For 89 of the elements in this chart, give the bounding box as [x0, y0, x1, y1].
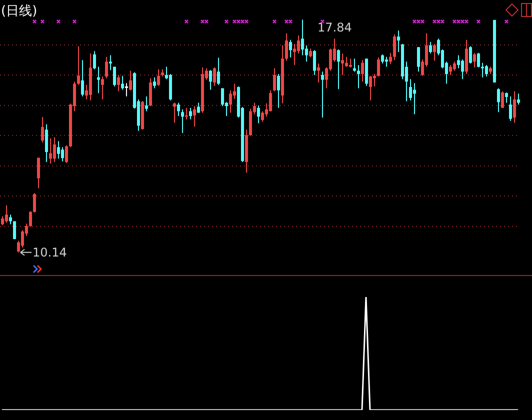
candlestick — [1, 216, 4, 226]
candlestick — [117, 74, 120, 92]
candlestick — [453, 61, 456, 72]
candlestick — [109, 54, 112, 71]
candlestick — [77, 46, 80, 86]
candlestick — [369, 75, 372, 101]
candlestick — [449, 64, 452, 76]
candlestick — [501, 90, 504, 108]
candlestick — [193, 106, 196, 128]
candlestick — [21, 230, 24, 248]
candlestick — [177, 102, 180, 117]
candlestick — [313, 50, 316, 76]
candlestick — [397, 30, 400, 52]
candlestick — [469, 46, 472, 64]
candlestick — [381, 54, 384, 64]
candlestick — [181, 108, 184, 134]
candlestick — [5, 204, 8, 224]
candlestick — [209, 70, 212, 90]
candlestick — [217, 57, 220, 86]
candlestick — [289, 39, 292, 58]
candlestick — [57, 140, 60, 160]
candlestick — [389, 52, 392, 65]
candlestick — [249, 108, 252, 136]
candlestick — [61, 146, 64, 162]
candlestick — [345, 56, 348, 68]
candlestick — [93, 50, 96, 70]
candlestick — [477, 52, 480, 68]
candlestick — [65, 144, 68, 164]
candlestick — [481, 62, 484, 78]
candlestick — [145, 96, 148, 112]
candlestick — [45, 124, 48, 162]
candlestick — [37, 157, 40, 189]
candlestick — [513, 90, 516, 124]
annotation: 10.14 — [32, 245, 67, 260]
candlestick — [257, 104, 260, 124]
candlestick — [81, 60, 84, 97]
candlestick — [157, 68, 160, 86]
candlestick — [53, 136, 56, 162]
candlestick — [29, 210, 32, 228]
candlestick — [149, 78, 152, 107]
candlestick — [473, 52, 476, 68]
candlestick — [221, 88, 224, 107]
candlestick — [461, 59, 464, 80]
candlestick — [49, 138, 52, 164]
candlestick — [337, 49, 340, 90]
annotation: 17.84 — [318, 20, 352, 35]
candlestick — [105, 56, 108, 79]
candlestick — [301, 19, 304, 56]
candlestick — [357, 64, 360, 89]
candlestick — [285, 32, 288, 62]
candlestick — [213, 66, 216, 86]
candlestick — [173, 102, 176, 124]
chart-title: (日线) — [1, 4, 38, 19]
candlestick — [433, 43, 436, 62]
candlestick — [129, 70, 132, 91]
candlestick — [189, 107, 192, 120]
candlestick — [321, 71, 324, 118]
candlestick — [509, 96, 512, 122]
candlestick — [373, 74, 376, 87]
candlestick — [317, 62, 320, 84]
candlestick — [505, 92, 508, 104]
candlestick — [393, 34, 396, 61]
candlestick — [101, 76, 104, 100]
candlestick — [125, 82, 128, 97]
candlestick — [485, 64, 488, 77]
candlestick — [121, 75, 124, 90]
candlestick — [41, 116, 44, 143]
candlestick — [269, 90, 272, 112]
candlestick — [417, 46, 420, 72]
candlestick — [429, 42, 432, 54]
candlestick — [377, 56, 380, 77]
candlestick — [465, 39, 468, 75]
candlestick — [457, 54, 460, 69]
candlestick — [361, 60, 364, 82]
candlestick — [517, 93, 520, 106]
candlestick — [341, 52, 344, 76]
candlestick — [297, 34, 300, 54]
candlestick — [273, 68, 276, 92]
candlestick — [293, 43, 296, 66]
candlestick — [385, 56, 388, 68]
candlestick — [113, 66, 116, 87]
candlestick — [33, 192, 36, 213]
candlestick — [97, 66, 100, 94]
candlestick — [261, 110, 264, 122]
candlestick — [229, 90, 232, 114]
candlestick — [277, 74, 280, 108]
candlestick — [153, 76, 156, 89]
candlestick — [409, 78, 412, 101]
candlestick — [497, 88, 500, 113]
